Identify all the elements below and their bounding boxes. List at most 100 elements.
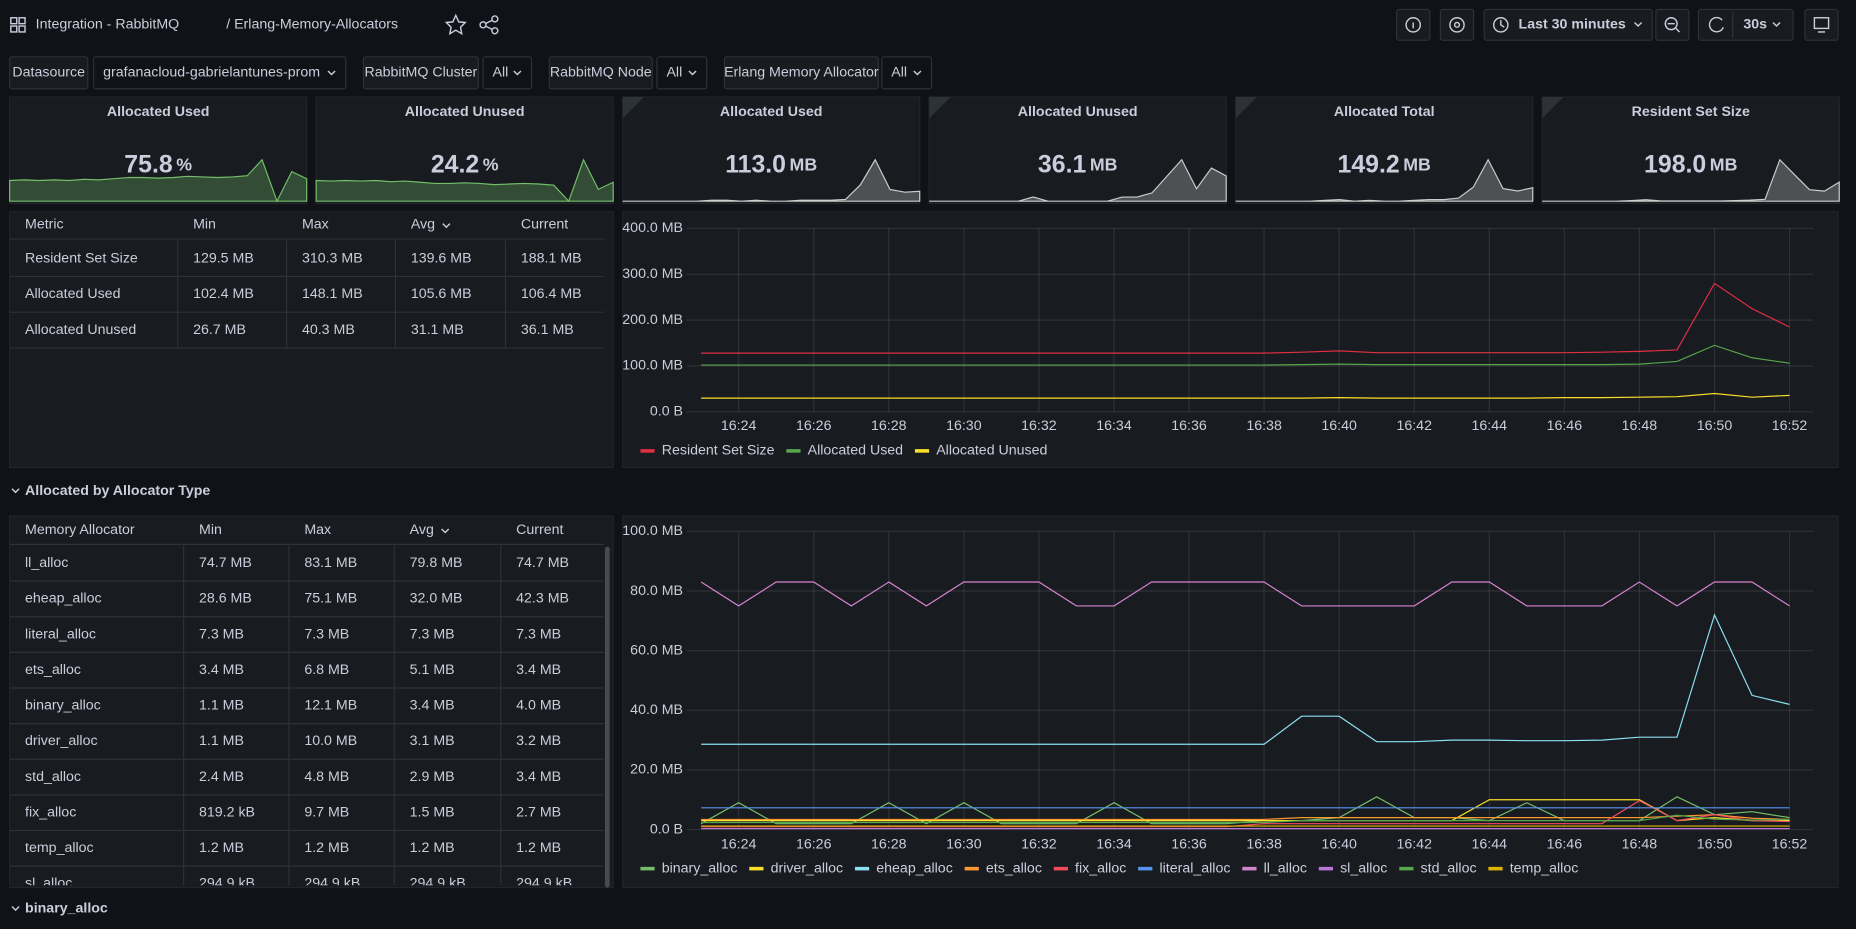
table-cell: 310.3 MB	[302, 250, 363, 266]
table-cell: driver_alloc	[25, 733, 98, 749]
legend-label[interactable]: std_alloc	[1421, 860, 1477, 876]
variable-label: RabbitMQ Node	[550, 65, 652, 81]
table-cell: 10.0 MB	[304, 733, 357, 749]
stat-title: Allocated Total	[1334, 104, 1435, 120]
column-header[interactable]: Metric	[25, 217, 64, 233]
legend-label[interactable]: ll_alloc	[1264, 860, 1307, 876]
table-cell: 2.7 MB	[516, 804, 561, 820]
dashboard-title[interactable]: Integration - RabbitMQ	[36, 17, 180, 33]
legend-label[interactable]: Allocated Used	[808, 443, 903, 459]
table-cell: 1.1 MB	[199, 698, 244, 714]
stat-number: 24.2	[431, 151, 479, 178]
row-title[interactable]: Allocated by Allocator Type	[25, 483, 210, 499]
table-cell: 9.7 MB	[304, 804, 349, 820]
x-tick-label: 16:50	[1697, 418, 1733, 434]
legend-label[interactable]: Allocated Unused	[936, 443, 1047, 459]
column-header[interactable]: Min	[199, 522, 222, 538]
legend-label[interactable]: driver_alloc	[771, 860, 844, 876]
table-cell: 139.6 MB	[411, 250, 472, 266]
table-cell: fix_alloc	[25, 804, 76, 820]
dashboard-subtitle[interactable]: / Erlang-Memory-Allocators	[226, 17, 398, 33]
stat-unit: MB	[1403, 154, 1431, 174]
table-cell: 1.1 MB	[199, 733, 244, 749]
table-cell: 3.2 MB	[516, 733, 561, 749]
stat-value: 36.1MB	[1038, 151, 1118, 178]
column-header[interactable]: Current	[521, 217, 568, 233]
table-cell: eheap_alloc	[25, 591, 102, 607]
table-cell: 7.3 MB	[516, 626, 561, 642]
y-tick-label: 300.0 MB	[622, 266, 683, 282]
stat-title: Resident Set Size	[1632, 104, 1750, 120]
tv-button[interactable]	[1805, 9, 1838, 40]
time-range: Last 30 minutes	[1519, 17, 1626, 33]
y-tick-label: 60.0 MB	[630, 642, 683, 658]
table-cell: 3.4 MB	[516, 769, 561, 785]
variable-label: Datasource	[12, 65, 85, 81]
table-cell: 7.3 MB	[410, 626, 455, 642]
table-cell: 1.2 MB	[304, 840, 349, 856]
x-tick-label: 16:28	[871, 837, 907, 853]
column-header[interactable]: Max	[302, 217, 329, 233]
legend-label[interactable]: temp_alloc	[1510, 860, 1579, 876]
column-header[interactable]: Memory Allocator	[25, 522, 135, 538]
column-header[interactable]: Max	[304, 522, 331, 538]
y-tick-label: 0.0 B	[650, 404, 683, 420]
x-tick-label: 16:42	[1396, 837, 1432, 853]
x-tick-label: 16:26	[796, 837, 832, 853]
table-cell: 3.4 MB	[410, 698, 455, 714]
zoom-out-button[interactable]	[1656, 9, 1689, 40]
stat-title: Allocated Unused	[405, 104, 525, 120]
table-cell: 6.8 MB	[304, 662, 349, 678]
x-tick-label: 16:24	[721, 837, 757, 853]
legend-label[interactable]: Resident Set Size	[662, 443, 775, 459]
legend-label[interactable]: literal_alloc	[1159, 860, 1230, 876]
table-cell: 42.3 MB	[516, 591, 569, 607]
y-tick-label: 40.0 MB	[630, 702, 683, 718]
column-header[interactable]: Min	[193, 217, 216, 233]
table-cell: 3.4 MB	[199, 662, 244, 678]
variable-value[interactable]: All	[666, 65, 682, 81]
y-tick-label: 0.0 B	[650, 821, 683, 837]
stat-unit: %	[483, 154, 499, 174]
table-cell: 40.3 MB	[302, 322, 355, 338]
x-tick-label: 16:36	[1171, 418, 1207, 434]
table-cell: 28.6 MB	[199, 591, 252, 607]
table-cell: 3.4 MB	[516, 662, 561, 678]
table-cell: Resident Set Size	[25, 250, 138, 266]
row-title[interactable]: binary_alloc	[25, 901, 108, 917]
y-tick-label: 200.0 MB	[622, 312, 683, 328]
table-cell: 129.5 MB	[193, 250, 254, 266]
table-cell: 3.1 MB	[410, 733, 455, 749]
table-cell: 188.1 MB	[521, 250, 582, 266]
table-cell: Allocated Used	[25, 286, 120, 302]
legend-label[interactable]: binary_alloc	[662, 860, 738, 876]
table-cell: 1.2 MB	[199, 840, 244, 856]
settings-button[interactable]	[1440, 9, 1473, 40]
scrollbar[interactable]	[605, 547, 610, 888]
stat-value: 75.8%	[124, 151, 192, 178]
stat-title: Allocated Used	[720, 104, 823, 120]
legend-label[interactable]: sl_alloc	[1340, 860, 1387, 876]
variable-value[interactable]: grafanacloud-gabrielantunes-prom	[103, 65, 320, 81]
table-cell: 7.3 MB	[199, 626, 244, 642]
legend-label[interactable]: ets_alloc	[986, 860, 1042, 876]
table-cell: 105.6 MB	[411, 286, 472, 302]
legend-label[interactable]: eheap_alloc	[876, 860, 953, 876]
stat-number: 198.0	[1644, 151, 1706, 178]
table-cell: 74.7 MB	[199, 555, 252, 571]
variable-value[interactable]: All	[891, 65, 907, 81]
x-tick-label: 16:36	[1171, 837, 1207, 853]
x-tick-label: 16:40	[1321, 837, 1357, 853]
x-tick-label: 16:44	[1472, 418, 1508, 434]
stat-number: 149.2	[1338, 151, 1400, 178]
y-tick-label: 20.0 MB	[630, 762, 683, 778]
column-header[interactable]: Current	[516, 522, 563, 538]
column-header[interactable]: Avg	[411, 217, 435, 233]
variable-value[interactable]: All	[492, 65, 508, 81]
legend-label[interactable]: fix_alloc	[1075, 860, 1126, 876]
column-header[interactable]: Avg	[410, 522, 434, 538]
table-cell: 4.0 MB	[516, 698, 561, 714]
x-tick-label: 16:48	[1622, 837, 1658, 853]
